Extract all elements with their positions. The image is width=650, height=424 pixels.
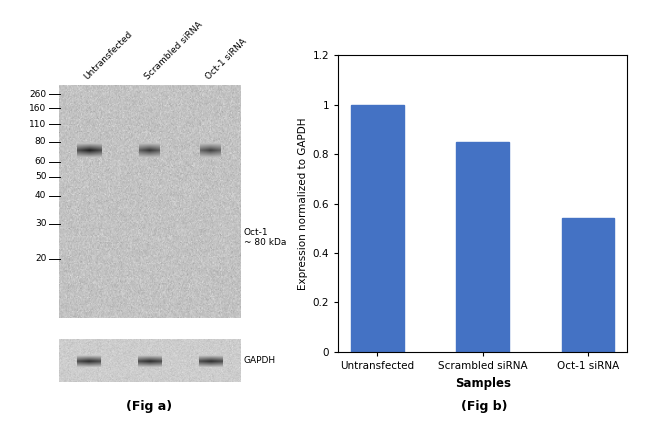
Text: 260: 260 [29,89,46,99]
Text: 80: 80 [35,137,46,146]
Text: (Fig b): (Fig b) [461,400,508,413]
Text: ~ 80 kDa: ~ 80 kDa [244,238,286,247]
Y-axis label: Expression normalized to GAPDH: Expression normalized to GAPDH [298,117,308,290]
Text: Scrambled siRNA: Scrambled siRNA [143,20,205,82]
Text: Oct-1 siRNA: Oct-1 siRNA [204,37,248,82]
Bar [351,105,404,352]
Text: Oct-1: Oct-1 [244,228,268,237]
Text: 60: 60 [35,157,46,166]
Text: 20: 20 [35,254,46,263]
Text: 160: 160 [29,103,46,113]
Text: Untransfected: Untransfected [83,30,135,82]
Text: (Fig a): (Fig a) [127,400,172,413]
Text: GAPDH: GAPDH [244,356,276,365]
X-axis label: Samples: Samples [454,377,511,390]
Text: 110: 110 [29,120,46,129]
Text: 40: 40 [35,191,46,200]
Text: 30: 30 [35,219,46,228]
Bar [456,142,509,352]
Text: 50: 50 [35,173,46,181]
Bar [562,218,614,352]
